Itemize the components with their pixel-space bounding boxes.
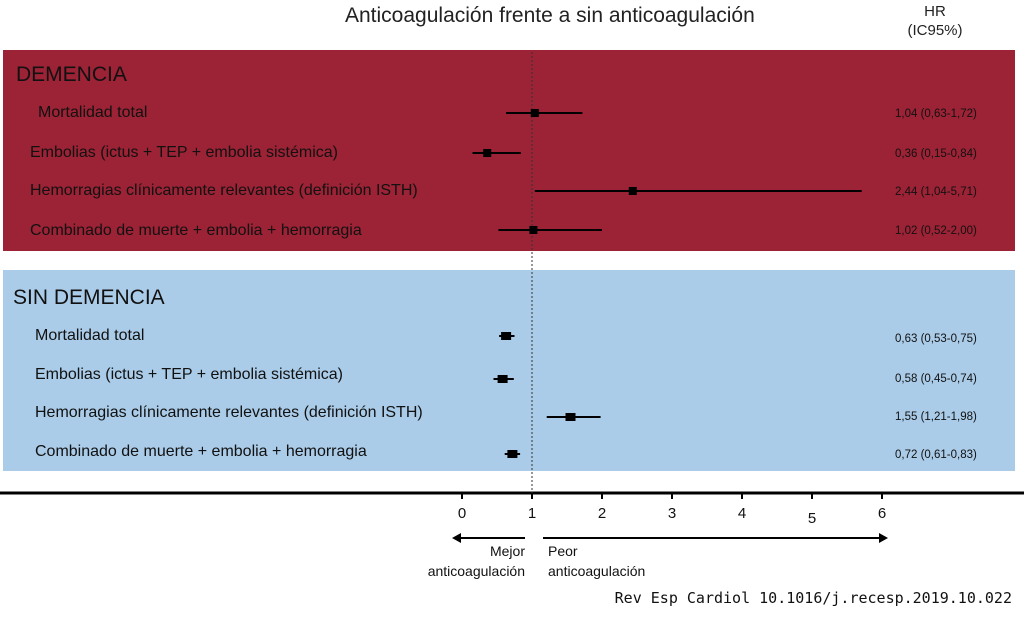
x-axis-ticks: 0 1 2 3 4 5 6 [458, 493, 886, 527]
hr-header-line-2: (IC95%) [907, 22, 963, 39]
x-tick-label-0: 0 [458, 505, 466, 522]
panel-demencia [3, 50, 1015, 251]
row-label-sin-embolias: Embolias (ictus + TEP + embolia sistémic… [35, 366, 343, 383]
ci-marks [472, 52, 862, 493]
hr-value-demencia-embolias: 0,36 (0,15-0,84) [895, 148, 977, 160]
hr-point-g0-r0 [530, 109, 539, 117]
chart-title: Anticoagulación frente a sin anticoagula… [345, 4, 755, 27]
hr-column-header: HR (IC95%) [900, 2, 970, 40]
direction-arrows: Mejor anticoagulación Peor anticoagulación [428, 533, 888, 579]
row-label-demencia-combinado: Combinado de muerte + embolia + hemorrag… [30, 222, 362, 239]
x-tick-label-5: 5 [808, 510, 816, 527]
hr-point-g1-r0 [501, 332, 512, 340]
row-label-sin-combinado: Combinado de muerte + embolia + hemorrag… [35, 443, 367, 460]
x-tick-label-2: 2 [598, 505, 606, 522]
arrow-right-head [879, 533, 888, 543]
hr-value-demencia-hemorragias: 2,44 (1,04-5,71) [895, 186, 977, 198]
row-label-demencia-embolias: Embolias (ictus + TEP + embolia sistémic… [30, 144, 338, 161]
direction-right-line-2: anticoagulación [548, 563, 645, 579]
group-title-sin-demencia: SIN DEMENCIA [13, 286, 165, 309]
group-title-demencia: DEMENCIA [16, 63, 127, 86]
row-label-sin-hemorragias: Hemorragias clínicamente relevantes (def… [35, 404, 423, 421]
hr-value-sin-embolias: 0,58 (0,45-0,74) [895, 373, 977, 385]
row-label-demencia-hemorragias: Hemorragias clínicamente relevantes (def… [30, 182, 418, 199]
hr-point-g0-r2 [628, 187, 637, 195]
hr-header-line-1: HR [924, 3, 946, 20]
x-tick-label-6: 6 [878, 505, 886, 522]
hr-point-g1-r3 [507, 450, 518, 458]
hr-value-demencia-combinado: 1,02 (0,52-2,00) [895, 225, 977, 237]
hr-value-demencia-mortalidad: 1,04 (0,63-1,72) [895, 108, 977, 120]
direction-right-line-1: Peor [548, 543, 578, 559]
arrow-left-head [452, 533, 461, 543]
hr-value-sin-combinado: 0,72 (0,61-0,83) [895, 449, 977, 461]
panel-sin-demencia [3, 270, 1015, 471]
hr-value-sin-hemorragias: 1,55 (1,21-1,98) [895, 411, 977, 423]
direction-left-line-1: Mejor [490, 543, 525, 559]
hr-value-sin-mortalidad: 0,63 (0,53-0,75) [895, 333, 977, 345]
x-tick-label-3: 3 [668, 505, 676, 522]
hr-point-g0-r3 [529, 226, 538, 234]
hr-point-g1-r2 [565, 413, 576, 421]
row-label-demencia-mortalidad: Mortalidad total [38, 104, 148, 121]
source-credit: Rev Esp Cardiol 10.1016/j.recesp.2019.10… [614, 589, 1012, 607]
x-tick-label-1: 1 [528, 505, 536, 522]
x-tick-label-4: 4 [738, 505, 746, 522]
hr-point-g1-r1 [497, 375, 508, 383]
row-label-sin-mortalidad: Mortalidad total [35, 327, 145, 344]
hr-point-g0-r1 [483, 149, 492, 157]
direction-left-line-2: anticoagulación [428, 563, 525, 579]
